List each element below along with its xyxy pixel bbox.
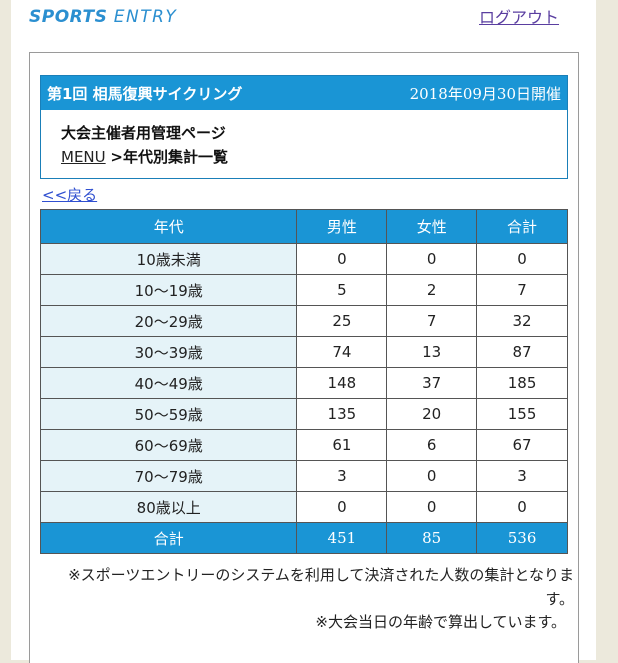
female-cell: 7 [386, 305, 478, 337]
event-date: 2018年09月30日開催 [409, 85, 561, 103]
header-age: 年代 [39, 209, 298, 244]
logo-sub-text: ENTRY [113, 7, 178, 27]
current-page-label: 年代別集計一覧 [122, 148, 228, 166]
female-cell: 20 [386, 398, 478, 430]
total-cell: 87 [476, 336, 568, 368]
female-cell: 2 [386, 274, 478, 306]
female-cell: 37 [386, 367, 478, 399]
male-cell: 0 [296, 243, 388, 275]
male-cell: 25 [296, 305, 388, 337]
total-cell: 155 [476, 398, 568, 430]
grand-total-cell: 536 [476, 522, 568, 554]
total-cell: 67 [476, 429, 568, 461]
table-row: 10歳未満 0 0 0 [39, 243, 568, 275]
table-row: 80歳以上 0 0 0 [39, 491, 568, 523]
total-cell: 3 [476, 460, 568, 492]
total-cell: 0 [476, 491, 568, 523]
male-cell: 61 [296, 429, 388, 461]
admin-info-box: 大会主催者用管理ページ MENU >年代別集計一覧 [40, 110, 568, 179]
table-header-row: 年代 男性 女性 合計 [39, 209, 568, 244]
age-cell: 80歳以上 [39, 491, 298, 523]
male-cell: 148 [296, 367, 388, 399]
male-cell: 0 [296, 491, 388, 523]
table-row: 70～79歳 3 0 3 [39, 460, 568, 492]
age-summary-table: 年代 男性 女性 合計 10歳未満 0 0 0 10～19歳 5 2 7 [39, 209, 568, 554]
age-cell: 60～69歳 [39, 429, 298, 461]
total-cell: 0 [476, 243, 568, 275]
age-cell: 10歳未満 [39, 243, 298, 275]
age-cell: 40～49歳 [39, 367, 298, 399]
content-frame: 第1回 相馬復興サイクリング 2018年09月30日開催 大会主催者用管理ページ… [29, 52, 579, 663]
breadcrumb: MENU >年代別集計一覧 [61, 146, 228, 167]
total-cell: 7 [476, 274, 568, 306]
table-row: 30～39歳 74 13 87 [39, 336, 568, 368]
table-row: 60～69歳 61 6 67 [39, 429, 568, 461]
male-cell: 135 [296, 398, 388, 430]
female-cell: 0 [386, 491, 478, 523]
female-cell: 0 [386, 243, 478, 275]
age-cell: 50～59歳 [39, 398, 298, 430]
total-cell: 185 [476, 367, 568, 399]
age-cell: 20～29歳 [39, 305, 298, 337]
header-total: 合計 [476, 209, 568, 244]
male-cell: 3 [296, 460, 388, 492]
header-male: 男性 [296, 209, 388, 244]
sports-entry-logo[interactable]: SPORTS ENTRY [29, 7, 177, 27]
logo-main-text: SPORTS [29, 7, 108, 27]
male-cell: 5 [296, 274, 388, 306]
total-cell: 32 [476, 305, 568, 337]
menu-link[interactable]: MENU [61, 148, 106, 166]
female-cell: 13 [386, 336, 478, 368]
page: SPORTS ENTRY ログアウト 第1回 相馬復興サイクリング 2018年0… [11, 0, 596, 663]
logout-link[interactable]: ログアウト [479, 8, 560, 27]
female-cell: 0 [386, 460, 478, 492]
age-cell: 30～39歳 [39, 336, 298, 368]
age-cell: 70～79歳 [39, 460, 298, 492]
table-total-row: 合計 451 85 536 [39, 522, 568, 554]
table-row: 10～19歳 5 2 7 [39, 274, 568, 306]
event-name: 第1回 相馬復興サイクリング [47, 85, 243, 103]
age-basis-note: ※大会当日の年齢で算出しています。 [315, 613, 566, 631]
male-cell: 74 [296, 336, 388, 368]
settlement-note: ※スポーツエントリーのシステムを利用して決済された人数の集計となります。 [68, 566, 574, 608]
header-female: 女性 [386, 209, 478, 244]
male-total-cell: 451 [296, 522, 388, 554]
back-link[interactable]: <<戻る [42, 186, 98, 204]
table-row: 40～49歳 148 37 185 [39, 367, 568, 399]
age-cell: 10～19歳 [39, 274, 298, 306]
table-row: 50～59歳 135 20 155 [39, 398, 568, 430]
breadcrumb-separator: > [110, 148, 123, 166]
total-label-cell: 合計 [39, 522, 298, 554]
event-header: 第1回 相馬復興サイクリング 2018年09月30日開催 [40, 75, 568, 111]
female-cell: 6 [386, 429, 478, 461]
table-row: 20～29歳 25 7 32 [39, 305, 568, 337]
admin-page-title: 大会主催者用管理ページ [61, 124, 226, 142]
female-total-cell: 85 [386, 522, 478, 554]
